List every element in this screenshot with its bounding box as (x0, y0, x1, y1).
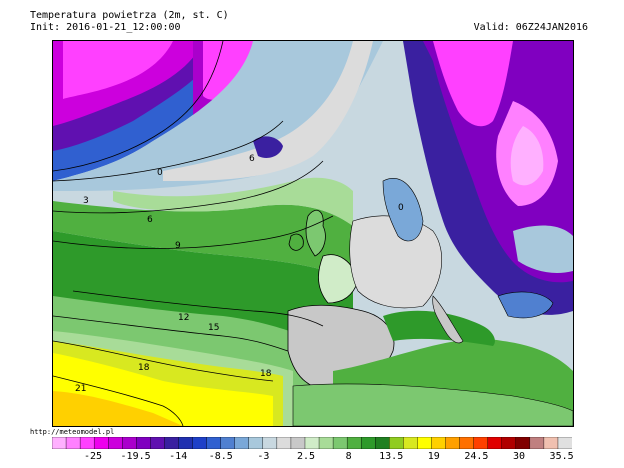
color-scale-swatch (136, 437, 151, 449)
color-scale-label: 30 (512, 451, 526, 462)
color-scale-swatch (389, 437, 404, 449)
color-scale-swatch (346, 437, 362, 449)
color-scale-swatch (122, 437, 137, 449)
color-scale-swatch (178, 437, 194, 449)
init-time: Init: 2016-01-21_12:00:00 (30, 22, 181, 33)
color-scale-swatch (65, 437, 81, 449)
color-scale-swatch (445, 437, 461, 449)
color-scale-swatch (108, 437, 123, 449)
color-scale-swatch (248, 437, 264, 449)
color-scale-swatch (93, 437, 109, 449)
color-scale-label: -8.5 (208, 451, 233, 462)
color-scale-labels: -25 -19.5 -14 -8.5 -3 2.5 8 13.5 19 24.5 30 35.5 (0, 451, 624, 463)
color-scale-swatch (220, 437, 236, 449)
color-scale-label: -25 (83, 451, 103, 462)
color-scale-label: 2.5 (296, 451, 316, 462)
contour-label: 21 (75, 384, 87, 394)
color-scale-swatch (276, 437, 292, 449)
color-scale-label: 13.5 (379, 451, 404, 462)
color-scale-label: 8 (345, 451, 352, 462)
contour-label: 0 (157, 168, 163, 178)
color-scale-swatch (431, 437, 447, 449)
color-scale-swatch (290, 437, 306, 449)
color-scale-swatch (332, 437, 348, 449)
color-scale-swatch (459, 437, 475, 449)
color-scale-swatch (150, 437, 165, 449)
color-scale-swatch (515, 437, 531, 449)
color-scale-swatch (262, 437, 278, 449)
color-scale-swatch (164, 437, 179, 449)
contour-label: 9 (175, 241, 181, 251)
color-scale-swatch (473, 437, 489, 449)
temperature-map: 0 0 3 6 6 9 12 15 18 18 21 (52, 40, 574, 427)
map-title: Temperatura powietrza (2m, st. C) (30, 10, 229, 21)
contour-label: 6 (147, 215, 153, 225)
color-scale-swatch (529, 437, 545, 449)
contour-label: 18 (260, 369, 272, 379)
color-scale-swatch (79, 437, 95, 449)
color-scale-label: -3 (257, 451, 270, 462)
color-scale-swatch (304, 437, 320, 449)
source-url[interactable]: http://meteomodel.pl (30, 428, 115, 436)
color-scale-swatch (487, 437, 503, 449)
color-scale-swatch (375, 437, 390, 449)
valid-time: Valid: 06Z24JAN2016 (473, 22, 588, 33)
color-scale-label: 24.5 (464, 451, 489, 462)
color-scale-swatch (318, 437, 334, 449)
color-scale-label: -14 (169, 451, 188, 462)
color-scale-swatch (206, 437, 222, 449)
color-scale-label: 35.5 (549, 451, 574, 462)
contour-label: 15 (208, 323, 220, 333)
contour-label: 6 (249, 154, 255, 164)
color-scale-label: 19 (427, 451, 440, 462)
color-scale-swatch (234, 437, 250, 449)
contour-label: 18 (138, 363, 150, 373)
contour-label: 12 (178, 313, 190, 323)
color-scale-swatch (543, 437, 559, 449)
contour-label: 3 (83, 196, 89, 206)
map-canvas (52, 40, 574, 427)
color-scale-swatch (360, 437, 376, 449)
color-scale-bar (52, 437, 572, 449)
contour-label: 0 (398, 203, 404, 213)
color-scale-swatch (403, 437, 418, 449)
color-scale-swatch (501, 437, 517, 449)
color-scale-swatch (417, 437, 432, 449)
color-scale-swatch (192, 437, 208, 449)
color-scale-swatch (52, 437, 67, 449)
color-scale-label: -19.5 (120, 451, 151, 462)
color-scale-swatch (557, 437, 572, 449)
